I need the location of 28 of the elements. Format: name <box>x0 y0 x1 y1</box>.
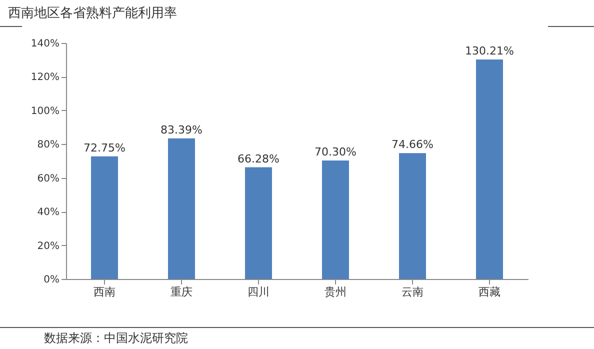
data-label: 70.30% <box>314 145 356 158</box>
y-tick-label: 0% <box>44 274 60 286</box>
x-tick-label: 四川 <box>248 286 270 298</box>
x-tick-label: 贵州 <box>324 286 346 298</box>
data-label: 83.39% <box>160 123 202 136</box>
x-tick-label: 重庆 <box>170 286 192 298</box>
chart-title: 西南地区各省熟料产能利用率 <box>8 5 177 22</box>
bar <box>91 156 118 279</box>
source-note: 数据来源：中国水泥研究院 <box>44 330 188 347</box>
data-label: 66.28% <box>238 152 280 166</box>
x-tick-label: 西南 <box>94 286 116 298</box>
bar <box>399 153 426 279</box>
y-tick-label: 80% <box>37 140 60 151</box>
data-label: 72.75% <box>84 141 126 154</box>
x-tick-label: 西藏 <box>478 286 500 298</box>
y-tick-label: 20% <box>37 240 60 252</box>
bar <box>322 160 349 279</box>
y-tick-label: 40% <box>37 207 60 218</box>
bar <box>245 167 272 279</box>
y-tick-label: 100% <box>30 106 60 117</box>
bar <box>168 138 195 279</box>
y-tick-label: 120% <box>30 72 60 84</box>
y-tick-label: 60% <box>37 173 60 184</box>
bar <box>476 60 503 279</box>
data-label: 74.66% <box>392 138 434 152</box>
y-tick-label: 140% <box>30 38 60 50</box>
x-tick-label: 云南 <box>402 286 424 298</box>
data-label: 130.21% <box>465 44 514 58</box>
